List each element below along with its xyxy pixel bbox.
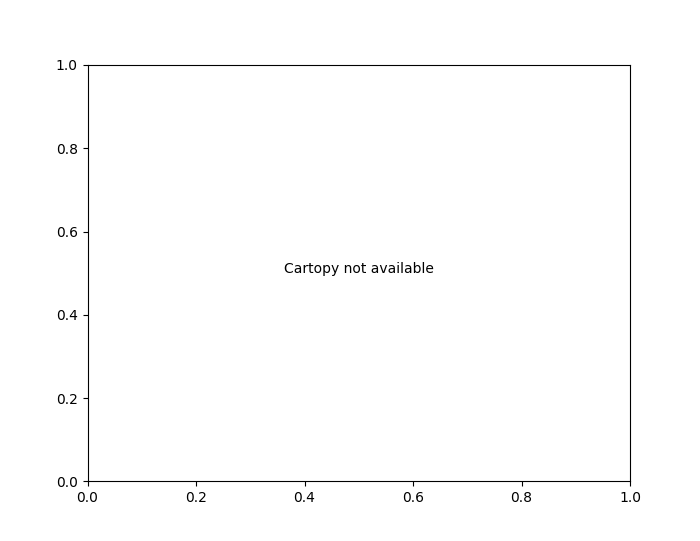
Text: Cartopy not available: Cartopy not available [284,262,434,276]
